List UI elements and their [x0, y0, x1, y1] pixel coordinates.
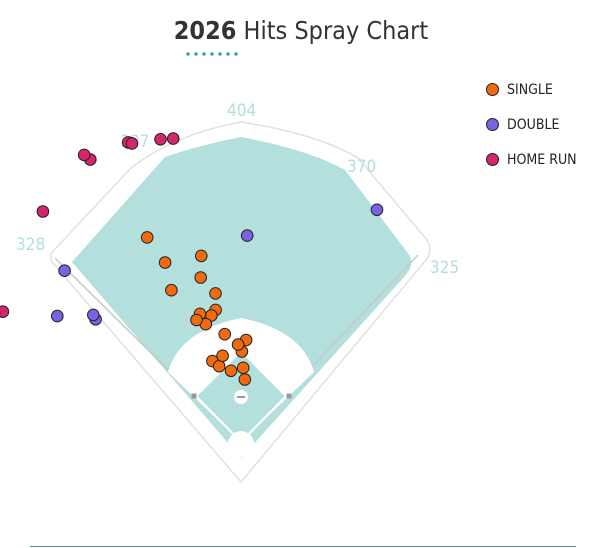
hit-single	[224, 364, 238, 378]
bottom-divider	[30, 546, 576, 547]
hit-single	[212, 359, 226, 373]
hit-single	[165, 283, 178, 297]
third-base	[191, 393, 197, 399]
hit-single	[216, 349, 229, 363]
legend: SINGLE DOUBLE HOME RUN	[486, 72, 577, 177]
hit-home-run	[77, 148, 91, 162]
hit-single	[236, 361, 250, 375]
title-year: 2026	[173, 16, 237, 45]
hit-double	[370, 203, 384, 217]
hit-home-run	[154, 133, 167, 146]
pitching-rubber	[237, 396, 245, 398]
hit-single	[194, 271, 207, 284]
field-warning-track	[49, 121, 431, 484]
distance-right-line: 325	[430, 258, 459, 278]
first-base	[286, 393, 292, 399]
legend-dot-single	[486, 83, 499, 96]
legend-dot-home-run	[486, 153, 499, 166]
hit-markers	[0, 132, 384, 386]
distance-right-center: 370	[347, 157, 376, 177]
hit-double	[240, 229, 254, 242]
hit-home-run	[166, 132, 180, 145]
hit-home-run	[0, 305, 10, 318]
hit-single	[195, 249, 208, 263]
hit-double	[58, 264, 71, 278]
legend-item-home-run: HOME RUN	[486, 142, 577, 177]
hit-single	[209, 287, 222, 300]
hit-double	[51, 309, 64, 323]
legend-item-single: SINGLE	[486, 72, 577, 107]
legend-label-single: SINGLE	[507, 81, 553, 98]
distance-center: 404	[227, 101, 256, 121]
hit-home-run	[36, 205, 50, 218]
legend-label-home-run: HOME RUN	[507, 151, 577, 168]
legend-label-double: DOUBLE	[507, 116, 560, 133]
title-text: Hits Spray Chart	[243, 16, 429, 45]
legend-item-double: DOUBLE	[486, 107, 577, 142]
chart-title: 2026 Hits Spray Chart	[0, 16, 606, 45]
title-underline-dots	[186, 52, 242, 56]
field-grass	[72, 137, 412, 458]
hit-double	[87, 308, 100, 322]
hit-single	[238, 373, 252, 386]
hit-single	[218, 327, 231, 341]
home-plate-circle	[228, 431, 254, 457]
hit-single	[158, 256, 172, 269]
hit-single	[140, 231, 154, 244]
hit-single	[190, 313, 203, 327]
hit-home-run	[125, 137, 139, 150]
hit-single	[231, 338, 245, 351]
legend-dot-double	[486, 118, 499, 131]
distance-left-line: 328	[16, 235, 45, 255]
